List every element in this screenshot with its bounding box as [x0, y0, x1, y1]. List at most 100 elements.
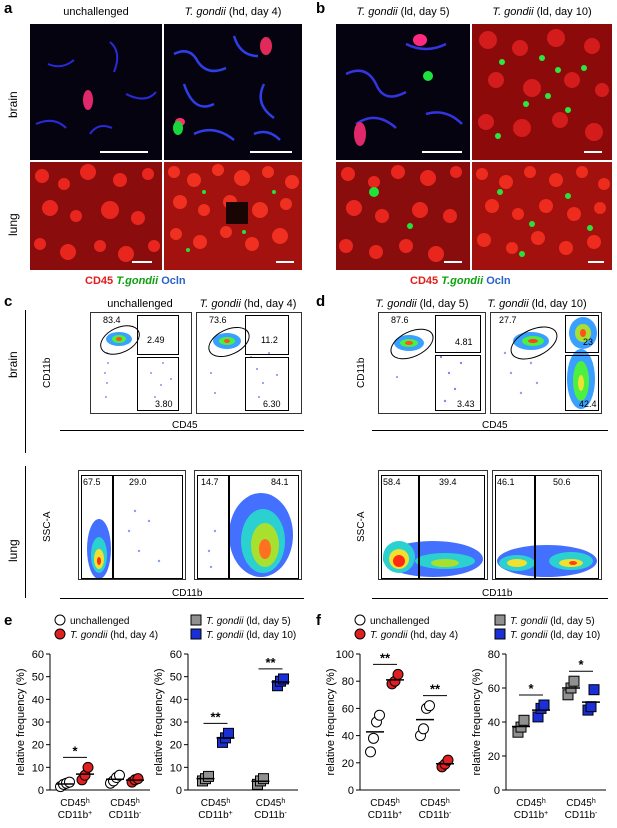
data-point-e-left	[82, 761, 94, 773]
y-tick-label-f-right: 60	[488, 683, 500, 695]
y-tick-label-f-left: 20	[342, 758, 354, 770]
row-divider-brain	[25, 310, 26, 453]
panel-c-lung-xlabel: CD11b	[172, 588, 203, 599]
data-point-e-right	[278, 673, 289, 685]
legend-marker-f-right	[494, 614, 506, 626]
panel-d-title2: T. gondii (ld, day 10)	[487, 298, 587, 310]
panel-c-row2-label: lung	[6, 539, 20, 562]
micrograph-b-lung-tgondii-ld5	[336, 162, 470, 270]
micrograph-b-brain-tgondii-ld5	[336, 24, 470, 160]
legend-marker-e-right	[190, 614, 202, 626]
data-point-e-right	[203, 770, 214, 782]
y-tick-label-e-right: 30	[170, 717, 182, 729]
panel-label-d: d	[316, 293, 326, 310]
y-tick-label-e-right: 40	[170, 694, 182, 706]
data-point-f-left	[424, 700, 435, 712]
gate-c-brain-2-cd45hi: 11.2	[261, 335, 278, 345]
flow-c-brain-unchallenged: 83.4 2.49 3.80	[90, 312, 192, 414]
panel-label-e: e	[4, 612, 13, 629]
legend-label-f-left: unchallenged	[370, 616, 430, 627]
panel-c-lung-xaxis-arrow	[60, 598, 304, 599]
gate-d-brain-2-cd45hi: 23	[583, 337, 594, 347]
panel-c-brain-xlabel: CD45	[172, 420, 198, 431]
y-tick-label-f-right: 20	[488, 751, 500, 763]
gate-d-lung-1-neg: 58.4	[383, 477, 401, 487]
category-label-f-right: CD45h	[516, 798, 546, 810]
row-divider-lung	[25, 466, 26, 598]
gate-d-brain-2-cd11bneg: 42.4	[579, 399, 597, 409]
legend-label-f-right: T. gondii (ld, day 10)	[510, 630, 600, 641]
micrograph-a-lung-tgondii-hd4	[164, 162, 302, 270]
y-tick-label-e-right: 0	[176, 785, 182, 797]
y-axis-label-e-right: relative frequency (%)	[153, 669, 165, 776]
gate-c-lung-2-neg: 14.7	[201, 477, 219, 487]
category-label-e-left: CD11b-	[109, 810, 142, 822]
significance-label-f-right: *	[578, 657, 584, 672]
legend-label-e-left: unchallenged	[70, 616, 130, 627]
significance-label-f-left: **	[430, 682, 441, 697]
category-label-f-left: CD11b+	[368, 810, 402, 822]
data-point-f-right	[568, 675, 580, 687]
gate-d-lung-2-pos: 50.6	[553, 477, 571, 487]
gate-c-brain-1-myeloid: 83.4	[103, 315, 121, 325]
panel-b-col2-title: T. gondii (ld, day 10)	[492, 6, 592, 18]
y-tick-label-e-left: 30	[32, 717, 44, 729]
data-point-f-left	[442, 754, 454, 766]
data-point-e-left	[114, 769, 125, 781]
gate-c-lung-1-pos: 29.0	[129, 477, 147, 487]
category-label-e-left: CD45h	[110, 798, 140, 810]
gate-d-brain-1-myeloid: 87.6	[391, 315, 409, 325]
legend-label-f-right: T. gondii (ld, day 5)	[510, 616, 595, 627]
y-tick-label-e-left: 20	[32, 740, 44, 752]
micrograph-a-brain-unchallenged	[30, 24, 162, 160]
panel-label-c: c	[4, 293, 13, 310]
panel-d-brain-xaxis-arrow	[372, 430, 608, 431]
panel-a-col1-title: unchallenged	[63, 6, 129, 18]
y-tick-label-f-left: 0	[348, 785, 354, 797]
category-label-f-left: CD45h	[420, 798, 450, 810]
data-point-e-left	[64, 776, 75, 788]
data-point-f-left	[368, 732, 379, 744]
y-tick-label-e-left: 60	[32, 649, 44, 661]
panel-d-lung-xlabel: CD11b	[482, 588, 513, 599]
significance-label-f-left: **	[380, 650, 391, 665]
panel-c-title1: unchallenged	[107, 298, 173, 310]
data-point-f-right	[585, 701, 597, 713]
legend-marker-e-right	[190, 628, 202, 640]
flow-d-brain-tgondii-ld10: 27.7 23 42.4	[490, 312, 602, 414]
panel-b-stain-legend: CD45 T.gondii Ocln	[410, 275, 511, 287]
data-point-f-left	[392, 668, 404, 680]
category-label-f-right: CD45h	[566, 798, 596, 810]
legend-label-e-right: T. gondii (ld, day 10)	[206, 630, 296, 641]
panel-c-lung-ylabel: SSC-A	[42, 511, 53, 542]
y-tick-label-e-right: 60	[170, 649, 182, 661]
y-axis-label-f-left: relative frequency (%)	[325, 669, 337, 776]
category-label-e-right: CD11b+	[198, 810, 232, 822]
y-tick-label-e-left: 10	[32, 762, 44, 774]
y-tick-label-f-right: 0	[494, 785, 500, 797]
category-label-e-right: CD11b-	[254, 810, 287, 822]
micrograph-a-lung-unchallenged	[30, 162, 162, 270]
flow-d-lung-tgondii-ld10: 46.1 50.6	[492, 470, 602, 580]
y-tick-label-e-left: 40	[32, 694, 44, 706]
gate-c-lung-2-pos: 84.1	[271, 477, 289, 487]
y-axis-label-f-right: relative frequency (%)	[471, 669, 483, 776]
y-tick-label-f-left: 40	[342, 731, 354, 743]
gate-d-lung-1-pos: 39.4	[439, 477, 457, 487]
data-point-e-right	[258, 773, 269, 785]
legend-label-e-left: T. gondii (hd, day 4)	[70, 630, 158, 641]
panel-c-title2: T. gondii (hd, day 4)	[199, 298, 297, 310]
legend-marker-f-left	[354, 628, 366, 640]
gate-c-lung-1-neg: 67.5	[83, 477, 101, 487]
category-label-e-left: CD11b+	[58, 810, 92, 822]
panel-c-row1-label: brain	[6, 351, 20, 378]
y-tick-label-e-right: 50	[170, 672, 182, 684]
legend-label-f-left: T. gondii (hd, day 4)	[370, 630, 458, 641]
panel-label-f: f	[316, 612, 321, 629]
panel-label-a: a	[4, 0, 13, 17]
gate-c-brain-1-cd45hi: 2.49	[147, 335, 165, 345]
flow-d-lung-tgondii-ld5: 58.4 39.4	[378, 470, 488, 580]
gate-d-brain-2-myeloid: 27.7	[499, 315, 517, 325]
y-tick-label-f-left: 60	[342, 703, 354, 715]
